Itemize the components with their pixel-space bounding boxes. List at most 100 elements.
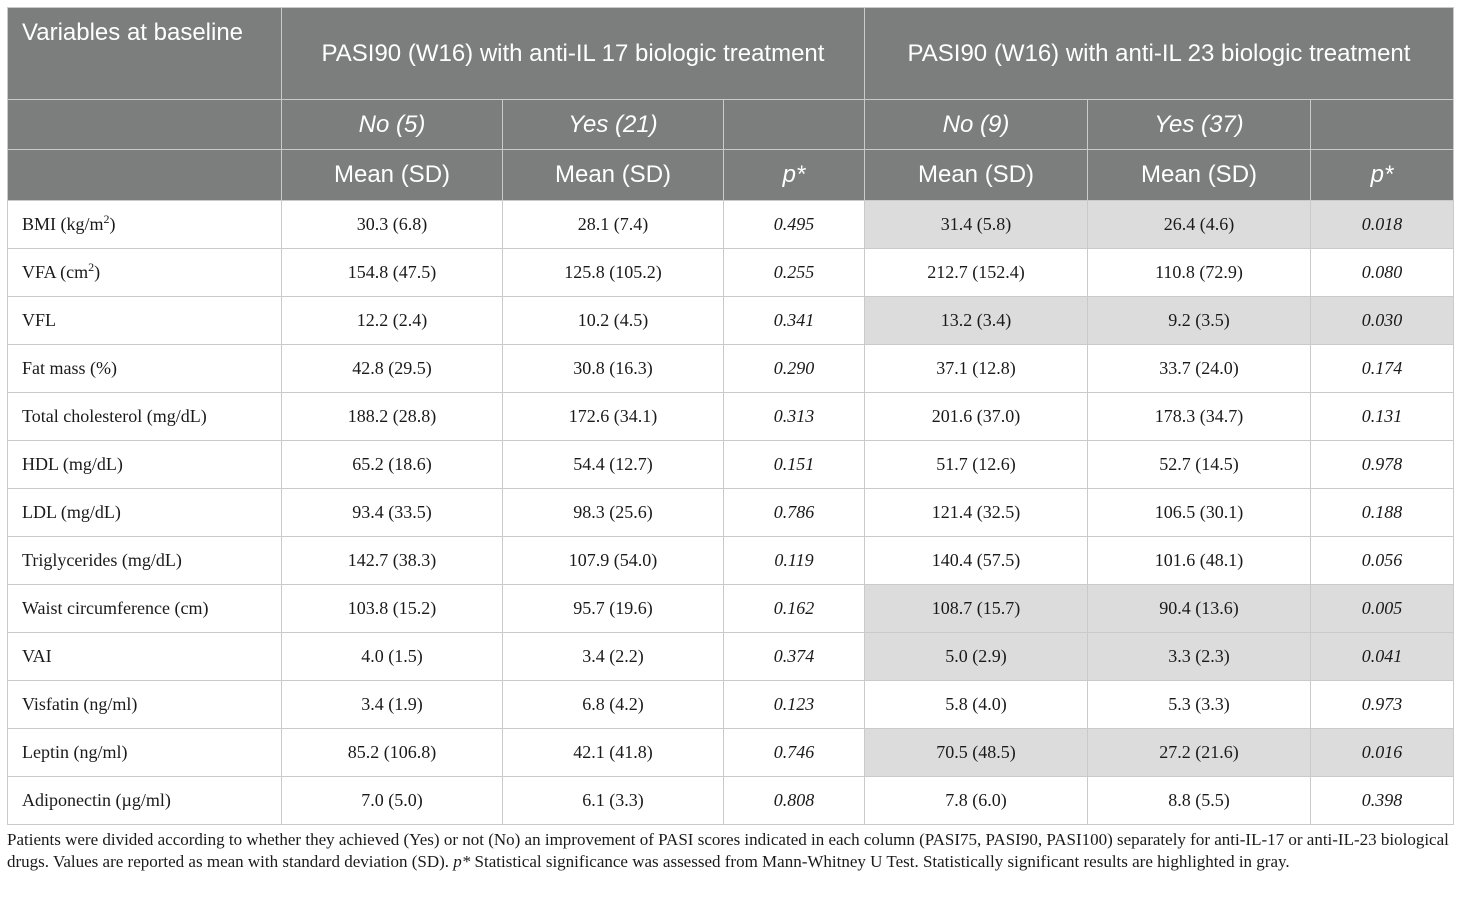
table-row: Leptin (ng/ml) 85.2 (106.8) 42.1 (41.8) 0.7… — [7, 728, 1454, 777]
table-footnote: Patients were divided according to wheth… — [7, 829, 1453, 873]
il23-yes-value: 90.4 (13.6) — [1087, 584, 1311, 633]
variable-label: HDL (mg/dL) — [22, 454, 123, 474]
il17-no-value: 85.2 (106.8) — [281, 728, 503, 777]
variable-label: Triglycerides (mg/dL) — [22, 550, 182, 570]
table-row: LDL (mg/dL) 93.4 (33.5) 98.3 (25.6) 0.786 12… — [7, 488, 1454, 537]
il23-no-value: 7.8 (6.0) — [864, 776, 1088, 825]
il17-no-value: 93.4 (33.5) — [281, 488, 503, 537]
il23-p-header: p* — [1310, 149, 1454, 201]
il17-yes-value: 10.2 (4.5) — [502, 296, 724, 345]
header-row-groups: Variables at baseline PASI90 (W16) with … — [7, 7, 1454, 100]
variable-cell: HDL (mg/dL) — [7, 440, 282, 489]
table-header: Variables at baseline PASI90 (W16) with … — [7, 7, 1454, 201]
variable-label: BMI (kg/m — [22, 214, 104, 234]
il17-yes-value: 30.8 (16.3) — [502, 344, 724, 393]
table-body: BMI (kg/m2) 30.3 (6.8) 28.1 (7.4) 0.495 31.4… — [7, 200, 1454, 825]
il23-yes-value: 52.7 (14.5) — [1087, 440, 1311, 489]
il17-no-mean-sd-header: Mean (SD) — [281, 149, 503, 201]
il17-yes-value: 107.9 (54.0) — [502, 536, 724, 585]
il23-yes-value: 110.8 (72.9) — [1087, 248, 1311, 297]
variable-label-end: ) — [94, 262, 101, 282]
il17-p-value: 0.495 — [723, 200, 865, 249]
il17-yes-value: 95.7 (19.6) — [502, 584, 724, 633]
il23-no-value: 13.2 (3.4) — [864, 296, 1088, 345]
il23-yes-value: 101.6 (48.1) — [1087, 536, 1311, 585]
il17-p-value: 0.290 — [723, 344, 865, 393]
footnote-text-1: Patients were divided according to wheth… — [7, 830, 1449, 871]
table-row: Total cholesterol (mg/dL) 188.2 (28.8) 172… — [7, 392, 1454, 441]
variable-cell: Leptin (ng/ml) — [7, 728, 282, 777]
il23-p-value: 0.041 — [1310, 632, 1454, 681]
il17-yes-value: 42.1 (41.8) — [502, 728, 724, 777]
il17-yes-value: 172.6 (34.1) — [502, 392, 724, 441]
variable-cell: VFL — [7, 296, 282, 345]
variable-label: Adiponectin (µg/ml) — [22, 790, 171, 810]
variable-cell: BMI (kg/m2) — [7, 200, 282, 249]
il17-yes-value: 54.4 (12.7) — [502, 440, 724, 489]
il17-yes-value: 6.8 (4.2) — [502, 680, 724, 729]
variable-label: Total cholesterol (mg/dL) — [22, 406, 207, 426]
header-blank-cell — [7, 99, 282, 150]
il23-p-value: 0.131 — [1310, 392, 1454, 441]
il23-yes-value: 9.2 (3.5) — [1087, 296, 1311, 345]
il23-p-value: 0.016 — [1310, 728, 1454, 777]
il23-yes-mean-sd-header: Mean (SD) — [1087, 149, 1311, 201]
table-row: Fat mass (%) 42.8 (29.5) 30.8 (16.3) 0.290 3… — [7, 344, 1454, 393]
il23-p-value: 0.080 — [1310, 248, 1454, 297]
il17-p-value: 0.119 — [723, 536, 865, 585]
il23-group-header: PASI90 (W16) with anti-IL 23 biologic tr… — [864, 7, 1454, 100]
il17-no-value: 4.0 (1.5) — [281, 632, 503, 681]
il17-p-value: 0.374 — [723, 632, 865, 681]
variable-label: VFA (cm — [22, 262, 89, 282]
il17-p-value: 0.255 — [723, 248, 865, 297]
variable-label: VFL — [22, 310, 57, 330]
il23-yes-value: 3.3 (2.3) — [1087, 632, 1311, 681]
variable-cell: Triglycerides (mg/dL) — [7, 536, 282, 585]
il23-p-value: 0.398 — [1310, 776, 1454, 825]
il17-no-value: 103.8 (15.2) — [281, 584, 503, 633]
variable-label-end: ) — [109, 214, 116, 234]
il17-yes-header: Yes (21) — [502, 99, 724, 150]
il23-yes-value: 8.8 (5.5) — [1087, 776, 1311, 825]
variable-label: Leptin (ng/ml) — [22, 742, 128, 762]
il23-yes-header: Yes (37) — [1087, 99, 1311, 150]
il17-p-value: 0.151 — [723, 440, 865, 489]
header-blank-cell — [1310, 99, 1454, 150]
il23-no-value: 108.7 (15.7) — [864, 584, 1088, 633]
variable-cell: Visfatin (ng/ml) — [7, 680, 282, 729]
table-row: Waist circumference (cm) 103.8 (15.2) 95.7… — [7, 584, 1454, 633]
il23-no-value: 212.7 (152.4) — [864, 248, 1088, 297]
variable-label: Visfatin (ng/ml) — [22, 694, 138, 714]
header-blank-cell — [7, 149, 282, 201]
footnote-p-symbol: p* — [453, 852, 471, 871]
il17-no-value: 12.2 (2.4) — [281, 296, 503, 345]
il23-no-value: 140.4 (57.5) — [864, 536, 1088, 585]
il23-no-value: 5.0 (2.9) — [864, 632, 1088, 681]
il23-p-value: 0.188 — [1310, 488, 1454, 537]
il17-no-value: 30.3 (6.8) — [281, 200, 503, 249]
il17-no-value: 142.7 (38.3) — [281, 536, 503, 585]
il23-no-header: No (9) — [864, 99, 1088, 150]
il17-yes-value: 125.8 (105.2) — [502, 248, 724, 297]
il17-p-value: 0.341 — [723, 296, 865, 345]
il17-p-header: p* — [723, 149, 865, 201]
il23-yes-value: 33.7 (24.0) — [1087, 344, 1311, 393]
variable-cell: Waist circumference (cm) — [7, 584, 282, 633]
table-row: VAI 4.0 (1.5) 3.4 (2.2) 0.374 5.0 (2.9) 3.3 (… — [7, 632, 1454, 681]
il23-p-value: 0.978 — [1310, 440, 1454, 489]
variables-header: Variables at baseline — [7, 7, 282, 100]
il17-p-value: 0.162 — [723, 584, 865, 633]
variable-cell: Adiponectin (µg/ml) — [7, 776, 282, 825]
il23-no-value: 201.6 (37.0) — [864, 392, 1088, 441]
il17-group-header: PASI90 (W16) with anti-IL 17 biologic tr… — [281, 7, 865, 100]
header-blank-cell — [723, 99, 865, 150]
table-row: VFA (cm2) 154.8 (47.5) 125.8 (105.2) 0.255 2… — [7, 248, 1454, 297]
results-table: Variables at baseline PASI90 (W16) with … — [7, 7, 1454, 825]
il17-yes-value: 3.4 (2.2) — [502, 632, 724, 681]
il17-p-value: 0.123 — [723, 680, 865, 729]
il17-no-header: No (5) — [281, 99, 503, 150]
il23-no-value: 70.5 (48.5) — [864, 728, 1088, 777]
il23-no-mean-sd-header: Mean (SD) — [864, 149, 1088, 201]
il17-no-value: 7.0 (5.0) — [281, 776, 503, 825]
table-row: Triglycerides (mg/dL) 142.7 (38.3) 107.9 (… — [7, 536, 1454, 585]
